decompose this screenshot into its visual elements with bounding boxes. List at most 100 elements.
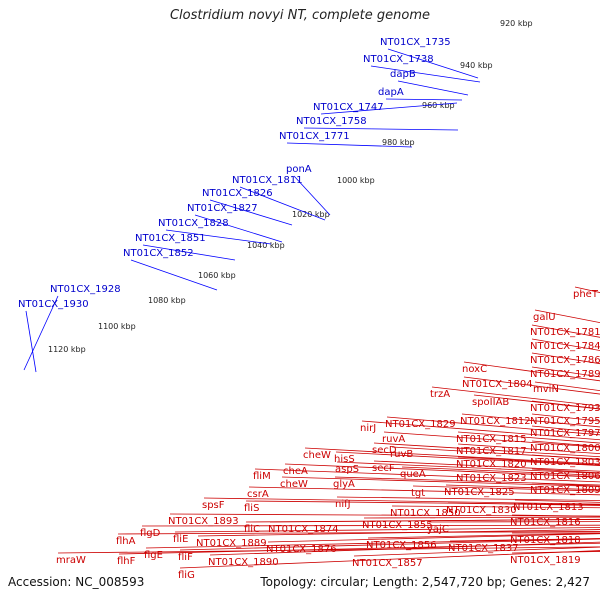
lower-gene-label: NT01CX_1819 — [510, 555, 581, 566]
upper-gene-label: NT01CX_1852 — [123, 248, 194, 259]
lower-label-leader — [254, 468, 600, 483]
lower-label-leader — [336, 461, 600, 474]
upper-label-leader — [25, 310, 37, 373]
lower-label-leader — [145, 538, 600, 549]
upper-gene-label: NT01CX_1738 — [363, 54, 434, 65]
upper-gene-label: NT01CX_1828 — [158, 218, 229, 229]
upper-label-leader — [320, 102, 458, 115]
lower-gene-label: ruvA — [382, 434, 405, 445]
lower-label-leader — [383, 431, 600, 448]
upper-gene-label: ponA — [286, 164, 312, 175]
lower-gene-label: NT01CX_1797 — [530, 428, 600, 439]
lower-gene-label: NT01CX_1874 — [268, 524, 339, 535]
upper-gene-label: NT01CX_1826 — [202, 188, 273, 199]
upper-label-leader — [387, 48, 479, 79]
lower-gene-label: pheT — [573, 289, 599, 300]
lower-gene-label: NT01CX_1816 — [510, 517, 581, 528]
lower-gene-label: NT01CX_1817 — [456, 446, 527, 457]
upper-gene-label: NT01CX_1735 — [380, 37, 451, 48]
tick-label: 960 kbp — [422, 101, 455, 110]
lower-gene-label: NT01CX_1800 — [530, 443, 600, 454]
upper-label-leader — [142, 244, 236, 261]
lower-gene-label: NT01CX_1804 — [462, 379, 533, 390]
lower-gene-label: tgt — [411, 488, 425, 499]
lower-gene-label: secD — [372, 445, 397, 456]
upper-label-leader — [286, 142, 413, 148]
lower-label-leader — [284, 463, 600, 478]
lower-gene-label: NT01CX_1889 — [196, 538, 267, 549]
lower-label-leader — [169, 513, 600, 517]
lower-gene-label: cheW — [303, 450, 331, 461]
accession-label: Accession: NC_008593 — [8, 575, 145, 589]
lower-label-leader — [353, 546, 600, 557]
tick-label: 1120 kbp — [48, 345, 86, 354]
lower-gene-label: flhF — [117, 556, 136, 567]
map-title: Clostridium novyi NT, complete genome — [169, 8, 431, 23]
lower-gene-label: fliS — [244, 503, 259, 514]
lower-label-leader — [174, 527, 600, 533]
lower-label-leader — [373, 460, 600, 472]
lower-label-leader — [363, 516, 600, 519]
lower-label-leader — [334, 476, 600, 486]
upper-label-leader — [165, 229, 272, 245]
lower-gene-label: nirJ — [360, 423, 376, 434]
tick-label: 1060 kbp — [198, 271, 236, 280]
tick-label: 920 kbp — [500, 19, 533, 28]
lower-gene-label: NT01CX_1781 — [530, 327, 600, 338]
upper-label-leader — [370, 65, 481, 83]
upper-label-leader — [385, 98, 463, 101]
upper-gene-label: NT01CX_1747 — [313, 102, 384, 113]
tick-label: 1080 kbp — [148, 296, 186, 305]
lower-gene-label: hisS — [334, 454, 355, 465]
lower-gene-label: NT01CX_1789 — [530, 369, 600, 380]
lower-label-leader — [203, 497, 600, 505]
lower-gene-label: glyA — [333, 479, 355, 490]
lower-gene-label: NT01CX_1850 — [390, 508, 461, 519]
lower-label-leader — [511, 532, 600, 534]
lower-gene-label: NT01CX_1812 — [460, 416, 531, 427]
lower-gene-label: NT01CX_1820 — [456, 459, 527, 470]
lower-label-leader — [391, 505, 600, 509]
lower-gene-label: NT01CX_1829 — [385, 419, 456, 430]
lower-label-leader — [245, 500, 600, 506]
lower-gene-label: mviN — [533, 384, 559, 395]
upper-label-leader — [397, 80, 469, 96]
tick-label: 1000 kbp — [337, 176, 375, 185]
lower-gene-label: spsF — [202, 500, 225, 511]
tick-label: 1100 kbp — [98, 322, 136, 331]
tick-label: 1040 kbp — [247, 241, 285, 250]
lower-gene-label: NT01CX_1795 — [530, 416, 600, 427]
lower-gene-label: fliF — [178, 552, 193, 563]
lower-gene-label: NT01CX_1793 — [530, 403, 600, 414]
lower-label-leader — [245, 519, 600, 523]
lower-label-leader — [367, 532, 600, 539]
lower-label-leader — [179, 550, 600, 569]
upper-gene-label: NT01CX_1851 — [135, 233, 206, 244]
tick-label: 980 kbp — [382, 138, 415, 147]
lower-gene-label: fliC — [244, 524, 260, 535]
lower-gene-label: NT01CX_1830 — [446, 505, 517, 516]
lower-gene-label: nifJ — [335, 499, 351, 510]
lower-label-leader — [373, 442, 600, 458]
lower-label-leader — [248, 486, 600, 496]
lower-gene-label: flhA — [116, 536, 136, 547]
lower-label-leader — [179, 538, 600, 551]
lower-gene-label: cheA — [283, 466, 308, 477]
lower-label-leader — [386, 416, 600, 436]
upper-gene-label: NT01CX_1758 — [296, 116, 367, 127]
upper-label-leader — [303, 127, 459, 131]
upper-label-leader — [130, 259, 218, 291]
lower-gene-label: aspS — [335, 464, 359, 475]
lower-gene-label: secF — [372, 463, 395, 474]
upper-gene-label: NT01CX_1811 — [232, 175, 303, 186]
lower-label-leader — [401, 466, 600, 476]
upper-gene-label: NT01CX_1928 — [50, 284, 121, 295]
upper-label-leader — [239, 186, 326, 221]
lower-label-leader — [391, 446, 600, 460]
upper-gene-label: dapB — [390, 69, 416, 80]
lower-gene-label: NT01CX_1856 — [366, 540, 437, 551]
lower-gene-label: noxC — [462, 364, 487, 375]
lower-gene-label: NT01CX_1806 — [530, 471, 600, 482]
lower-label-leader — [361, 420, 600, 441]
